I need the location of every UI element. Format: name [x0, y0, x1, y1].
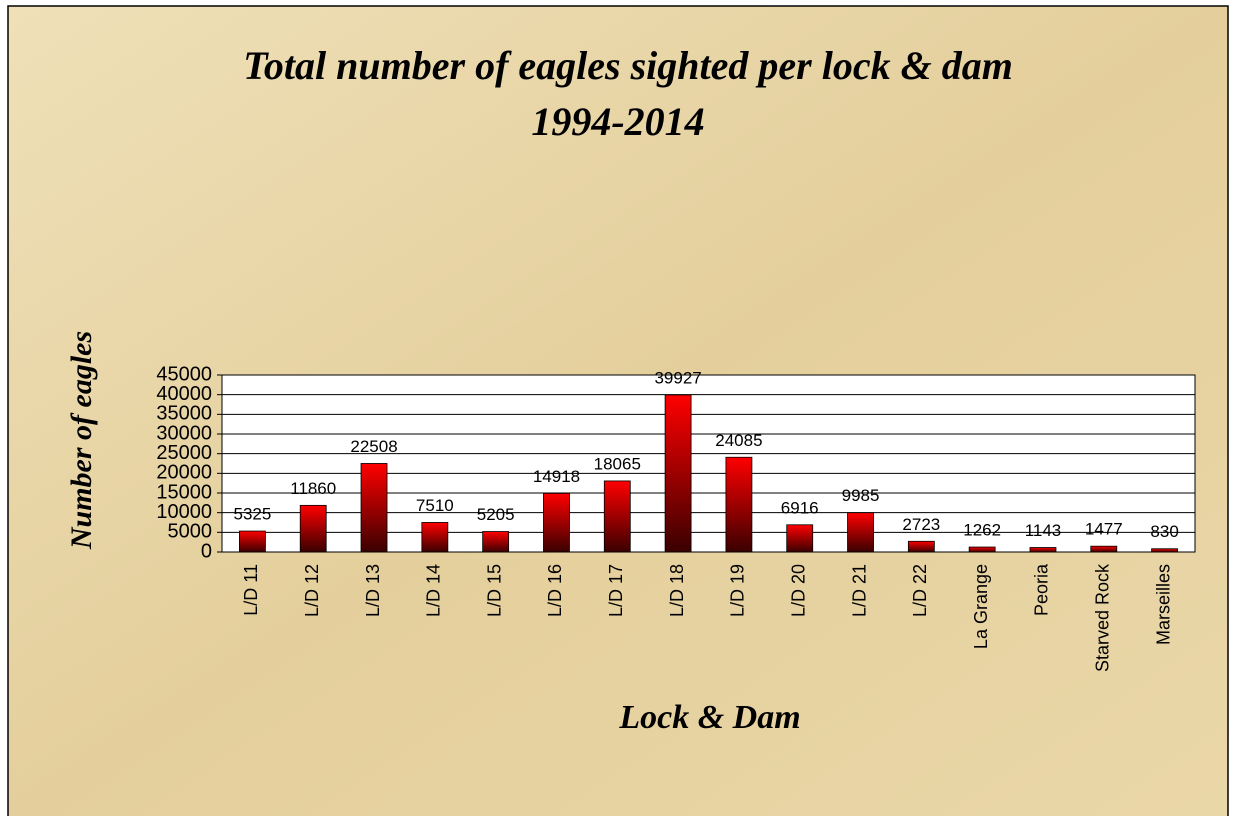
- y-tick-label: 35000: [156, 403, 212, 425]
- value-label: 2723: [902, 515, 940, 534]
- bar: [482, 531, 510, 553]
- value-label: 11860: [290, 479, 336, 498]
- value-label: 830: [1150, 522, 1178, 541]
- value-label: 18065: [594, 454, 641, 473]
- bar: [968, 546, 996, 553]
- y-tick-label: 5000: [168, 521, 213, 543]
- x-tick-label: L/D 18: [667, 564, 687, 617]
- chart-title: Total number of eagles sighted per lock …: [243, 43, 1013, 88]
- x-tick-label: L/D 14: [424, 564, 444, 617]
- bar: [725, 456, 753, 553]
- x-tick-label: L/D 20: [788, 564, 808, 617]
- y-tick-label: 45000: [156, 363, 212, 385]
- bar: [1151, 548, 1178, 553]
- value-label: 5325: [233, 505, 271, 524]
- value-label: 39927: [654, 368, 701, 387]
- y-tick-label: 10000: [156, 501, 212, 523]
- x-tick-label: L/D 22: [910, 564, 930, 617]
- x-axis-title: Lock & Dam: [618, 699, 800, 736]
- bar: [1090, 545, 1118, 553]
- bar: [299, 504, 327, 553]
- chart-subtitle: 1994-2014: [531, 99, 704, 144]
- x-tick-label: L/D 11: [241, 564, 261, 616]
- value-label: 6916: [781, 498, 819, 517]
- y-tick-label: 25000: [156, 442, 212, 464]
- y-tick-label: 0: [201, 540, 212, 562]
- y-axis-title: Number of eagles: [65, 331, 98, 550]
- y-tick-label: 20000: [156, 462, 212, 484]
- bar: [847, 512, 874, 553]
- x-tick-label: Peoria: [1032, 563, 1052, 616]
- bar: [543, 492, 570, 553]
- x-tick-label: L/D 16: [545, 564, 565, 617]
- value-label: 7510: [416, 496, 454, 515]
- x-tick-label: L/D 19: [728, 564, 748, 617]
- x-tick-label: Marseilles: [1153, 564, 1173, 645]
- x-tick-label: La Grange: [971, 564, 991, 649]
- x-tick-label: L/D 13: [363, 564, 383, 617]
- value-label: 9985: [842, 486, 880, 505]
- value-label: 1477: [1085, 520, 1123, 539]
- bar: [1029, 547, 1057, 553]
- x-tick-label: Starved Rock: [1093, 563, 1113, 672]
- y-tick-label: 30000: [156, 422, 212, 444]
- bar: [421, 522, 449, 553]
- bar: [603, 480, 631, 553]
- x-tick-label: L/D 12: [302, 564, 322, 617]
- value-label: 5205: [477, 505, 515, 524]
- y-tick-label: 15000: [156, 481, 212, 503]
- value-label: 1262: [963, 521, 1001, 540]
- bar: [786, 524, 814, 553]
- x-tick-label: L/D 17: [606, 564, 626, 617]
- x-tick-label: L/D 21: [849, 564, 869, 617]
- bar: [907, 540, 935, 553]
- y-tick-label: 40000: [156, 383, 212, 405]
- value-label: 14918: [533, 467, 580, 486]
- value-label: 24085: [715, 431, 762, 450]
- bar: [664, 394, 692, 553]
- value-label: 22508: [350, 437, 397, 456]
- x-tick-label: L/D 15: [484, 564, 504, 617]
- bar: [239, 530, 266, 553]
- bar: [360, 463, 388, 553]
- value-label: 1143: [1025, 521, 1062, 540]
